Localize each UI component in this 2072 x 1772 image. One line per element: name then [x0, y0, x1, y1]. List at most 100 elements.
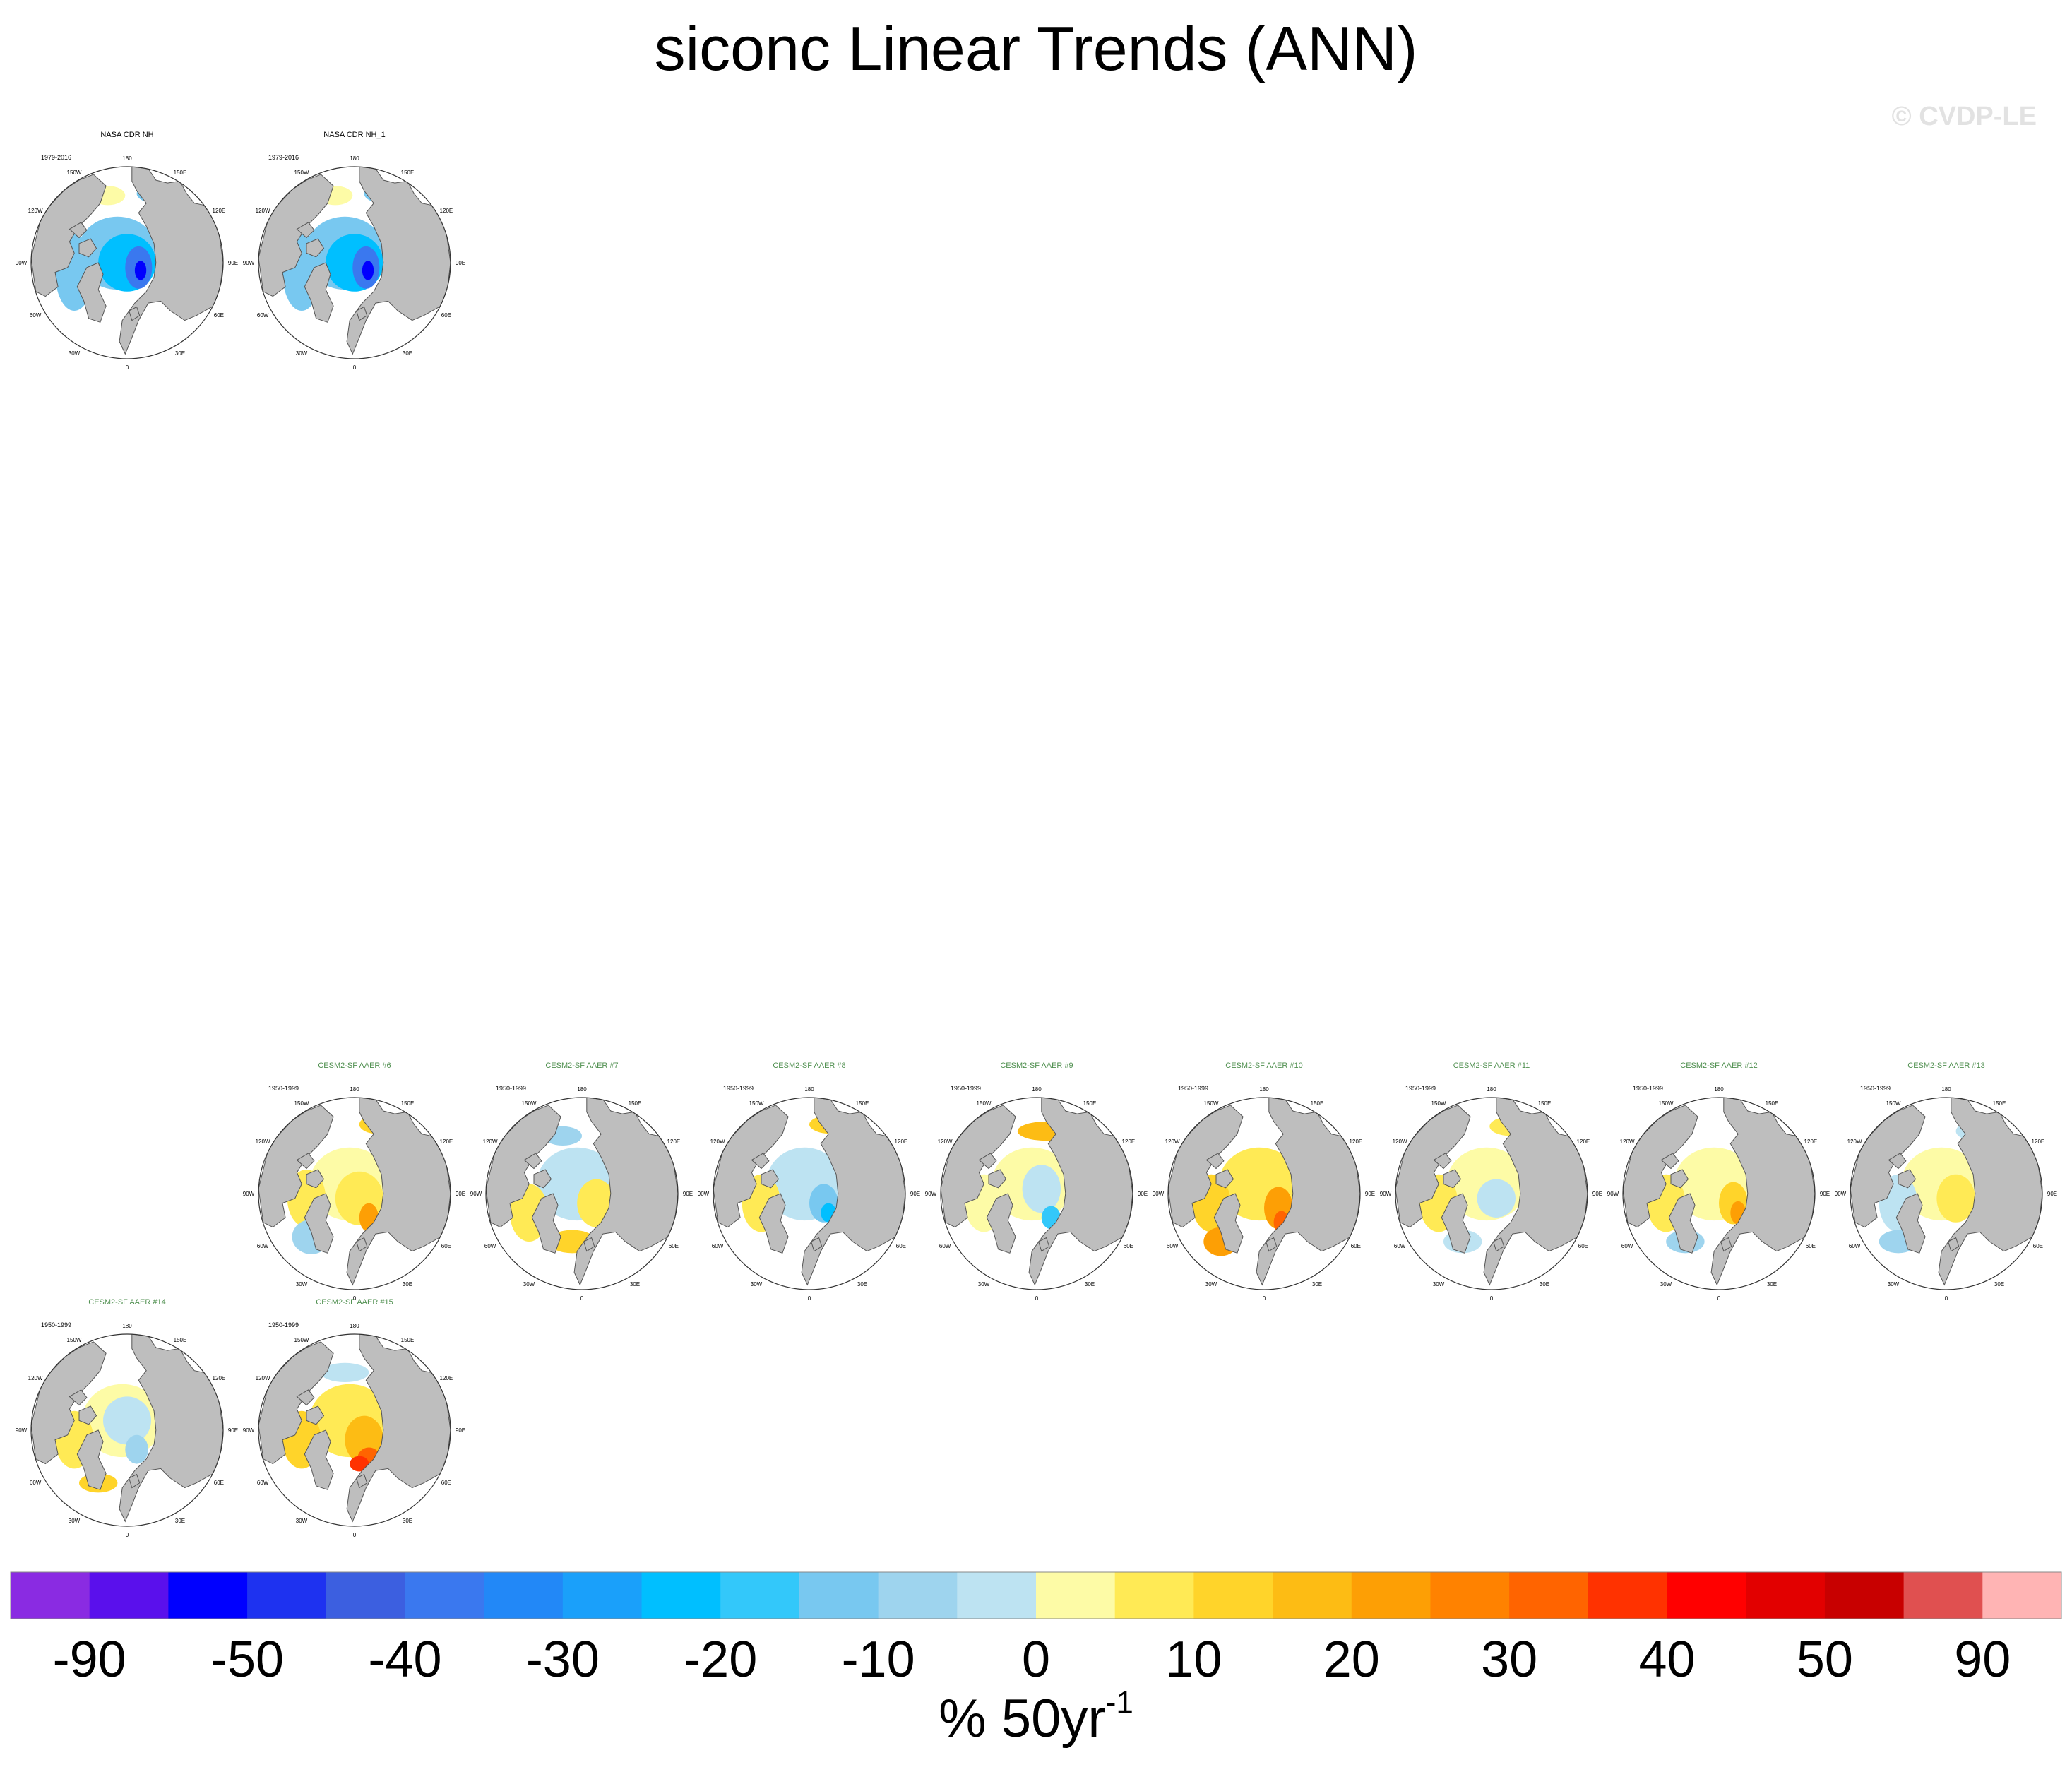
- colorbar-swatch: [1667, 1572, 1746, 1619]
- longitude-label: 120W: [1393, 1138, 1407, 1145]
- longitude-label: 90E: [228, 260, 238, 266]
- land-mass: [306, 238, 325, 258]
- longitude-label: 30W: [978, 1281, 990, 1288]
- longitude-label: 150W: [294, 1337, 309, 1343]
- trend-field: [321, 1362, 369, 1382]
- longitude-label: 120E: [440, 208, 453, 214]
- longitude-label: 90W: [1835, 1191, 1847, 1197]
- land-mass: [1038, 1237, 1050, 1252]
- map-content: [1395, 1098, 1588, 1286]
- longitude-label: 30E: [403, 1281, 412, 1288]
- longitude-label: 180: [122, 155, 132, 162]
- land-mass: [1888, 1153, 1907, 1170]
- colorbar-tick-label: -50: [210, 1631, 284, 1688]
- longitude-label: 60W: [257, 1243, 269, 1249]
- longitude-label: 180: [804, 1086, 814, 1093]
- map-border: [485, 1097, 679, 1290]
- panel-period: 1950-1999: [268, 1085, 299, 1092]
- panel-title: CESM2-SF AAER #11: [1453, 1062, 1530, 1070]
- longitude-label: 120E: [440, 1375, 453, 1381]
- panel-title: CESM2-SF AAER #7: [545, 1062, 618, 1070]
- panel-title: CESM2-SF AAER #14: [88, 1298, 165, 1307]
- longitude-label: 150E: [401, 170, 415, 176]
- land-mass: [69, 1389, 88, 1406]
- map-content: [258, 167, 451, 355]
- land-mass: [1938, 1098, 2042, 1286]
- longitude-label: 0: [353, 364, 357, 371]
- map-content: [713, 1098, 905, 1286]
- longitude-label: 150E: [401, 1100, 415, 1107]
- colorbar-swatch: [1273, 1572, 1352, 1619]
- colorbar-swatch: [484, 1572, 564, 1619]
- longitude-label: 120E: [895, 1138, 908, 1145]
- longitude-label: 90W: [470, 1191, 482, 1197]
- panel-title: NASA CDR NH_1: [323, 131, 385, 139]
- longitude-label: 60E: [441, 1480, 451, 1486]
- colorbar-tick-label: 0: [1022, 1631, 1050, 1688]
- longitude-label: 30W: [1888, 1281, 1900, 1288]
- longitude-label: 120E: [2032, 1138, 2045, 1145]
- longitude-label: 60E: [441, 1243, 451, 1249]
- colorbar-swatch: [1114, 1572, 1194, 1619]
- longitude-label: 60W: [1849, 1243, 1861, 1249]
- longitude-label: 0: [126, 364, 129, 371]
- longitude-label: 150W: [1204, 1100, 1219, 1107]
- longitude-label: 30W: [69, 350, 81, 357]
- colorbar-swatch: [1193, 1572, 1273, 1619]
- longitude-label: 150W: [522, 1100, 537, 1107]
- longitude-label: 150W: [1886, 1100, 1901, 1107]
- map-content: [258, 1098, 451, 1286]
- longitude-label: 150W: [977, 1100, 992, 1107]
- longitude-label: 120W: [28, 1375, 43, 1381]
- map-panel: CESM2-SF AAER #10 1950-1999 180 150E 120E 90E…: [1153, 1062, 1375, 1302]
- land-mass: [78, 238, 97, 258]
- longitude-label: 60E: [214, 1480, 224, 1486]
- colorbar-frame: [10, 1571, 2062, 1619]
- longitude-label: 180: [577, 1086, 587, 1093]
- colorbar-swatch: [1824, 1572, 1905, 1619]
- land-mass: [346, 1098, 451, 1286]
- land-mass: [1205, 1153, 1225, 1170]
- longitude-label: 120W: [1620, 1138, 1635, 1145]
- land-mass: [1898, 1169, 1917, 1189]
- longitude-label: 90W: [1380, 1191, 1392, 1197]
- map-border: [1395, 1097, 1588, 1290]
- longitude-label: 90E: [2047, 1191, 2057, 1197]
- land-mass: [1948, 1237, 1960, 1252]
- land-mass: [801, 1098, 905, 1286]
- longitude-label: 150W: [67, 170, 82, 176]
- map-panel: CESM2-SF AAER #9 1950-1999 180 150E 120E 90E 6…: [925, 1062, 1148, 1302]
- longitude-label: 180: [1941, 1086, 1951, 1093]
- panel-period: 1950-1999: [496, 1085, 526, 1092]
- land-mass: [304, 262, 334, 323]
- longitude-label: 30E: [1085, 1281, 1095, 1288]
- panel-period: 1979-2016: [41, 154, 71, 161]
- land-mass: [523, 1153, 542, 1170]
- panel-title: CESM2-SF AAER #13: [1907, 1062, 1984, 1070]
- longitude-label: 180: [350, 155, 359, 162]
- trend-field: [103, 1396, 151, 1445]
- land-mass: [978, 1153, 997, 1170]
- longitude-label: 90E: [683, 1191, 693, 1197]
- longitude-label: 0: [580, 1295, 584, 1302]
- longitude-label: 150W: [67, 1337, 82, 1343]
- panel-period: 1950-1999: [1860, 1085, 1891, 1092]
- land-mass: [1660, 1153, 1679, 1170]
- longitude-label: 180: [1487, 1086, 1496, 1093]
- colorbar-tick-label: 20: [1323, 1631, 1380, 1688]
- land-mass: [304, 1429, 334, 1490]
- panel-period: 1950-1999: [1405, 1085, 1436, 1092]
- longitude-label: 120W: [256, 208, 270, 214]
- land-mass: [129, 1473, 141, 1489]
- land-mass: [356, 1237, 368, 1252]
- longitude-label: 60W: [257, 1480, 269, 1486]
- land-mass: [573, 1098, 678, 1286]
- map-border: [30, 166, 224, 359]
- longitude-label: 180: [122, 1323, 132, 1329]
- map-border: [713, 1097, 906, 1290]
- land-mass: [1215, 1169, 1234, 1189]
- colorbar-swatch: [247, 1572, 327, 1619]
- colorbar-unit-main: % 50yr: [939, 1689, 1106, 1749]
- land-mass: [78, 1405, 97, 1425]
- land-mass: [69, 222, 88, 239]
